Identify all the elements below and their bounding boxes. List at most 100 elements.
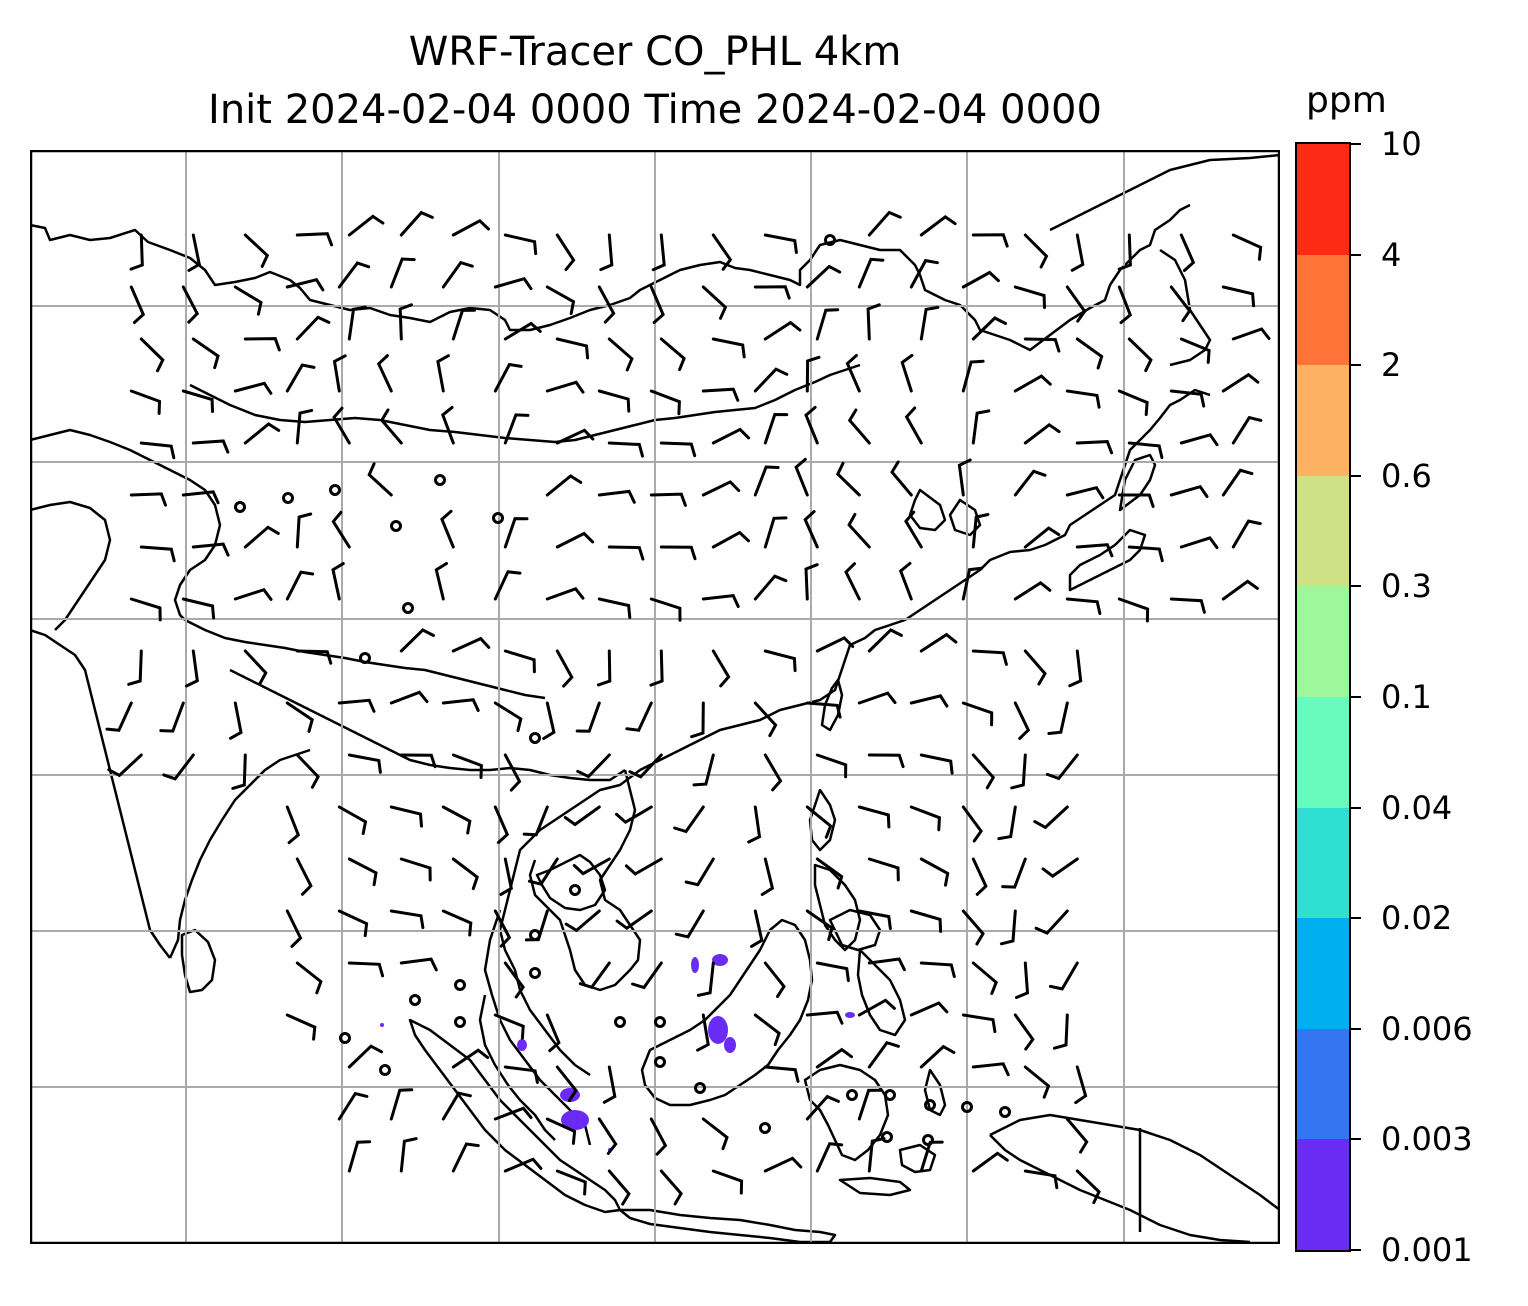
calm-marker xyxy=(409,994,421,1006)
wind-barb xyxy=(191,439,230,454)
wind-barb xyxy=(1231,519,1262,549)
calm-marker xyxy=(329,484,341,496)
wind-barb xyxy=(1048,961,1079,991)
wind-barb xyxy=(1075,337,1104,370)
wind-barb xyxy=(919,753,954,775)
wind-barb xyxy=(867,1040,900,1069)
wind-barb xyxy=(1221,285,1256,308)
wind-barb xyxy=(961,701,994,727)
colorbar xyxy=(1295,142,1351,1252)
wind-barb xyxy=(909,258,939,289)
colorbar-tick xyxy=(1351,917,1361,920)
wind-barb xyxy=(285,570,315,601)
wind-barb xyxy=(805,355,821,393)
wind-barb xyxy=(628,753,663,779)
wind-barb xyxy=(615,909,653,931)
wind-barb xyxy=(1023,422,1061,445)
wind-barb xyxy=(451,1142,480,1173)
wind-barb xyxy=(696,961,715,997)
wind-barb xyxy=(971,753,996,790)
wind-barb xyxy=(651,233,666,272)
map-panel xyxy=(30,150,1280,1244)
wind-barb xyxy=(867,857,900,882)
wind-barb xyxy=(919,215,957,237)
wind-barb xyxy=(295,315,331,341)
wind-barb xyxy=(347,961,385,978)
wind-barb xyxy=(971,961,998,995)
wind-barb xyxy=(347,1140,372,1173)
wind-barb xyxy=(867,957,906,972)
wind-barb xyxy=(399,857,432,882)
wind-barb xyxy=(522,805,549,837)
wind-barb xyxy=(805,1094,840,1121)
wind-barb xyxy=(555,1169,587,1196)
wind-barb xyxy=(805,805,833,839)
wind-barb xyxy=(857,691,897,705)
colorbar-tick-label: 0.6 xyxy=(1381,456,1432,495)
wind-barb xyxy=(389,1088,414,1121)
wind-barb xyxy=(763,753,783,792)
wind-barb xyxy=(763,649,797,673)
wind-barb xyxy=(1065,485,1105,500)
wind-barb xyxy=(919,305,940,341)
wind-barb xyxy=(503,753,522,792)
wind-barb xyxy=(555,1065,578,1102)
wind-barb xyxy=(389,909,425,930)
wind-barb xyxy=(919,857,950,887)
wind-barb xyxy=(649,649,664,687)
wind-barb xyxy=(867,210,902,237)
wind-barb xyxy=(845,354,861,393)
wind-barb xyxy=(971,316,1007,341)
colorbar-segment xyxy=(1297,254,1349,366)
wind-barb xyxy=(909,805,941,832)
calm-marker xyxy=(759,1122,771,1134)
wind-barb xyxy=(493,805,510,844)
wind-barb xyxy=(803,510,819,549)
wind-barb xyxy=(701,387,740,402)
title-line-2: Init 2024-02-04 0000 Time 2024-02-04 000… xyxy=(208,87,1102,133)
wind-barb xyxy=(857,805,891,829)
wind-barb xyxy=(295,961,323,995)
wind-barb xyxy=(243,337,281,352)
wind-barb xyxy=(835,461,861,497)
wind-barb xyxy=(1010,753,1027,790)
wind-barb xyxy=(763,961,786,998)
wind-barb xyxy=(763,1156,803,1173)
colorbar-segment xyxy=(1297,1028,1349,1140)
colorbar-tick xyxy=(1351,1027,1361,1030)
wind-barb xyxy=(493,1106,533,1121)
calm-marker xyxy=(454,979,466,991)
wind-barb xyxy=(191,337,220,370)
wind-barb xyxy=(231,753,247,790)
wind-barb xyxy=(1034,909,1069,935)
wind-barb xyxy=(597,489,636,504)
wind-barb xyxy=(545,1117,577,1145)
wind-barb xyxy=(441,260,474,289)
wind-barb xyxy=(441,698,480,712)
wind-barb xyxy=(233,285,263,316)
wind-barb xyxy=(659,1169,683,1206)
wind-barb xyxy=(1033,805,1069,830)
wind-barb xyxy=(493,1013,525,1040)
wind-barb xyxy=(971,1062,1010,1077)
wind-barb xyxy=(607,337,634,372)
wind-barb xyxy=(185,649,199,688)
wind-barb xyxy=(961,805,983,843)
wind-barb xyxy=(295,512,313,549)
wind-barb xyxy=(649,1117,668,1156)
wind-barb xyxy=(399,210,434,237)
wind-barb xyxy=(753,574,788,601)
wind-barb xyxy=(1074,1065,1088,1105)
calm-marker xyxy=(654,1016,666,1028)
wind-barb xyxy=(1117,285,1133,325)
colorbar-tick xyxy=(1351,806,1361,809)
wind-barb xyxy=(904,510,923,549)
wind-barb xyxy=(1065,1117,1089,1154)
wind-barb xyxy=(1075,1169,1101,1205)
wind-barb xyxy=(191,542,230,557)
wind-barb xyxy=(624,857,663,876)
wind-barb xyxy=(1023,337,1061,353)
colorbar-segment xyxy=(1297,1138,1349,1250)
wind-barb xyxy=(961,270,1000,289)
wind-barb xyxy=(564,909,601,933)
